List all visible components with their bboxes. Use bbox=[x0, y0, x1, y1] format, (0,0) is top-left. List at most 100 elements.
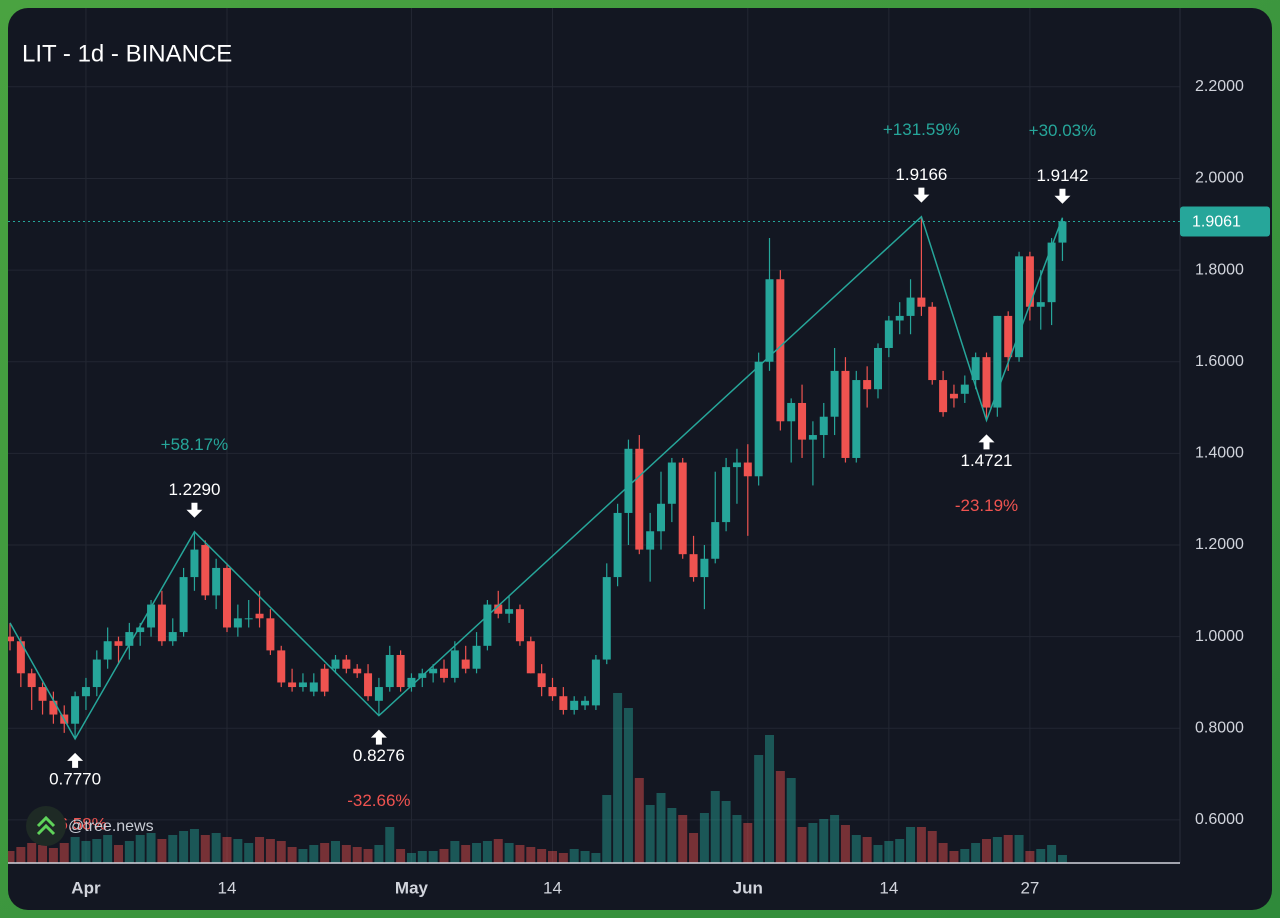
volume-bar bbox=[851, 835, 861, 863]
volume-bar bbox=[265, 839, 275, 863]
volume-bar bbox=[200, 835, 210, 863]
candle-body bbox=[1058, 221, 1067, 243]
volume-bar bbox=[797, 827, 807, 863]
volume-bar bbox=[895, 839, 905, 863]
axes bbox=[8, 8, 1181, 864]
candle-body bbox=[732, 462, 741, 468]
volume-bar bbox=[1047, 845, 1057, 863]
candle-body bbox=[993, 315, 1002, 408]
candle-body bbox=[602, 577, 611, 660]
candle-body bbox=[81, 687, 90, 697]
candle-body bbox=[863, 380, 872, 390]
candle-body bbox=[852, 380, 861, 458]
volume-bar bbox=[938, 843, 948, 863]
volume-bar bbox=[515, 845, 525, 863]
candle-body bbox=[635, 448, 644, 550]
candle-body bbox=[71, 696, 80, 724]
candle-body bbox=[309, 682, 318, 692]
candle-body bbox=[16, 641, 25, 674]
volume-bar bbox=[374, 845, 384, 863]
volume-bar bbox=[189, 829, 199, 863]
pivot-change-label: +58.17% bbox=[161, 435, 229, 454]
candle-body bbox=[1015, 256, 1024, 358]
candle-body bbox=[874, 347, 882, 390]
grid bbox=[8, 8, 1180, 863]
candle-body bbox=[949, 393, 958, 399]
volume-bar bbox=[569, 849, 579, 863]
x-tick-label: Apr bbox=[71, 878, 101, 897]
volume-bar bbox=[992, 837, 1002, 863]
volume-bar bbox=[537, 849, 547, 863]
candle-body bbox=[895, 315, 904, 321]
candle-body bbox=[114, 641, 123, 646]
candle-body bbox=[223, 567, 231, 628]
volume-bar bbox=[276, 841, 286, 863]
volume-bar bbox=[255, 837, 265, 863]
volume-bar bbox=[352, 847, 362, 863]
volume-bar bbox=[222, 837, 232, 863]
candle-body bbox=[342, 659, 351, 669]
y-tick-label: 2.0000 bbox=[1195, 170, 1244, 187]
volume-bar bbox=[1003, 835, 1013, 863]
volume-bar bbox=[840, 825, 850, 863]
candle-body bbox=[722, 467, 731, 523]
candle-body bbox=[667, 462, 676, 504]
volume-bar bbox=[580, 851, 590, 863]
pivot-arrow bbox=[913, 187, 930, 203]
x-tick-label: 27 bbox=[1020, 878, 1039, 897]
candle-body bbox=[233, 618, 242, 628]
watermark-text: @tree.news bbox=[68, 818, 154, 835]
candle-body bbox=[711, 522, 720, 559]
candle-body bbox=[971, 357, 980, 381]
y-tick-label: 2.2000 bbox=[1195, 78, 1244, 95]
x-tick-label: 14 bbox=[879, 878, 898, 897]
watermark: @tree.news bbox=[26, 806, 154, 846]
candles bbox=[8, 216, 1067, 739]
candle-body bbox=[928, 306, 937, 381]
pivot-price-label: 1.9166 bbox=[895, 165, 947, 184]
volume-bar bbox=[396, 849, 406, 863]
volume-bar bbox=[1025, 851, 1035, 863]
x-tick-label: 14 bbox=[543, 878, 562, 897]
candle-body bbox=[288, 682, 297, 688]
volume-bar bbox=[775, 771, 785, 863]
candle-body bbox=[700, 558, 709, 578]
candle-body bbox=[396, 654, 405, 688]
candle-body bbox=[515, 609, 524, 642]
volume-bar bbox=[558, 853, 568, 863]
candle-body bbox=[982, 357, 991, 408]
volume-bar bbox=[472, 843, 482, 863]
candle-body bbox=[353, 668, 362, 674]
candle-body bbox=[255, 613, 264, 619]
pivot-arrow bbox=[1054, 188, 1071, 204]
candle-body bbox=[38, 687, 47, 701]
volume-bar bbox=[623, 708, 633, 863]
candle-body bbox=[201, 545, 210, 596]
volume-bar bbox=[873, 845, 883, 863]
pivot-change-label: -23.19% bbox=[955, 496, 1018, 515]
volume-bar bbox=[678, 815, 688, 863]
volume-bar bbox=[645, 805, 655, 863]
volume-bar bbox=[233, 839, 243, 863]
chart-title: LIT - 1d - BINANCE bbox=[22, 40, 232, 67]
candle-body bbox=[505, 609, 514, 614]
candle-body bbox=[787, 402, 796, 422]
candle-body bbox=[461, 659, 470, 669]
pivot-arrow bbox=[186, 502, 203, 518]
candle-body bbox=[559, 696, 568, 710]
volume-bar bbox=[613, 693, 623, 863]
volume-bar bbox=[482, 841, 492, 863]
candle-body bbox=[581, 700, 590, 706]
volume-bar bbox=[721, 801, 731, 863]
y-tick-label: 0.6000 bbox=[1195, 811, 1244, 828]
y-tick-label: 1.0000 bbox=[1195, 628, 1244, 645]
pivot-arrow bbox=[370, 729, 387, 745]
volume-bar bbox=[406, 853, 416, 863]
volume-bar bbox=[1014, 835, 1024, 863]
candle-body bbox=[298, 682, 307, 688]
volume-bar bbox=[320, 843, 330, 863]
candle-body bbox=[244, 618, 253, 620]
volume-bar bbox=[461, 845, 471, 863]
volume-bar bbox=[38, 845, 48, 863]
